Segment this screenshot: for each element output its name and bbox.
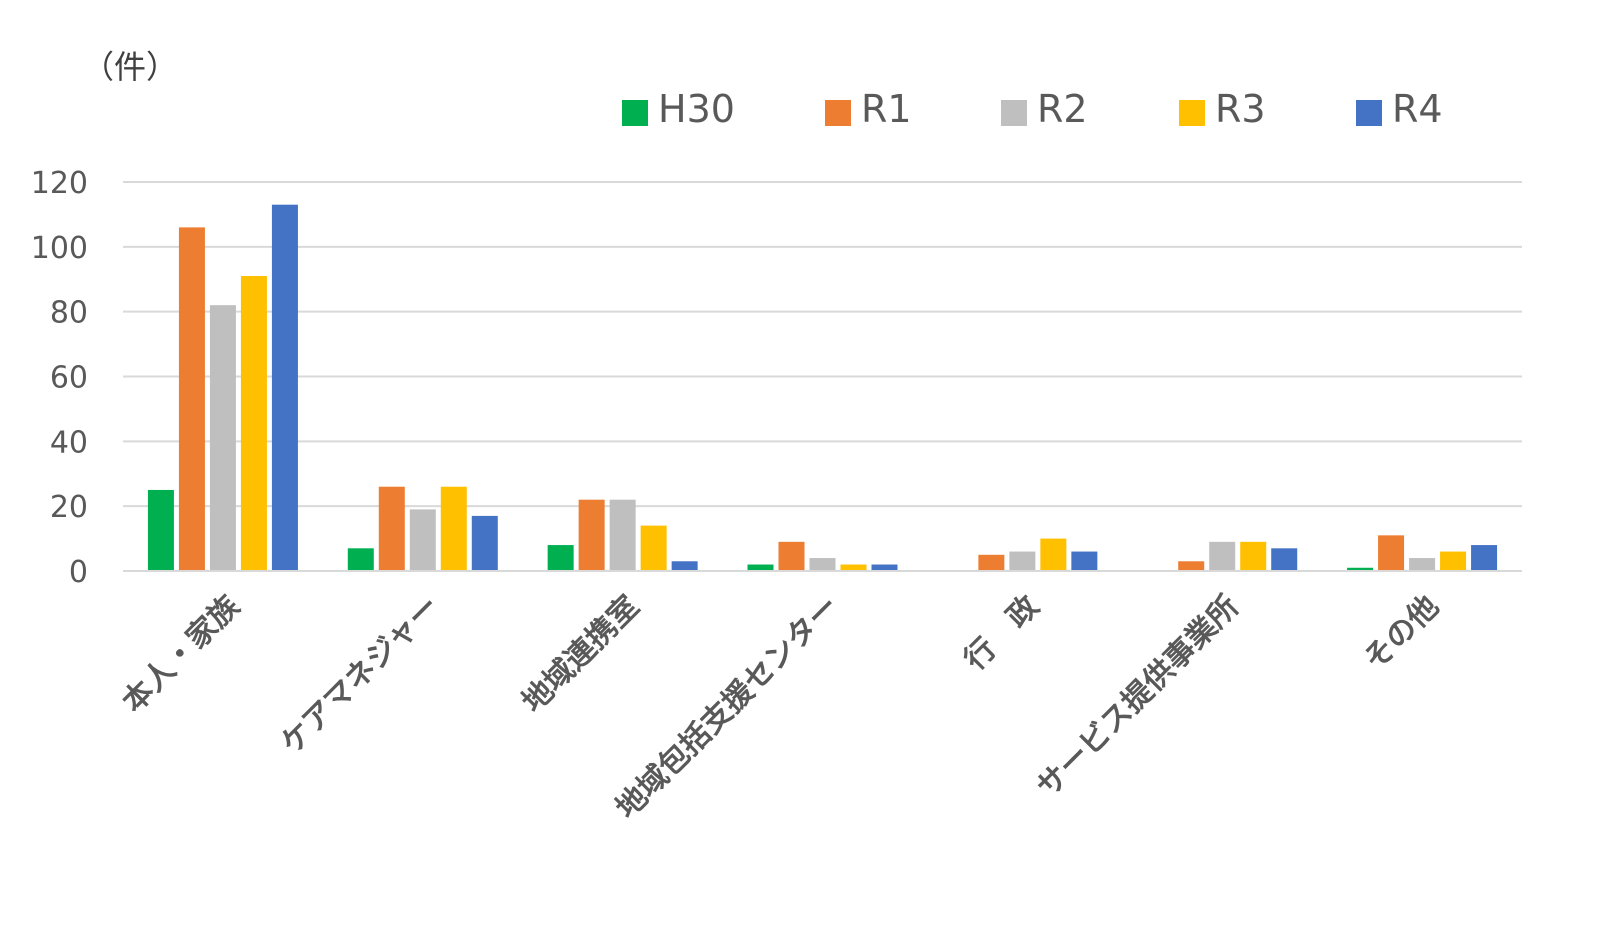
- legend-swatch-r4: [1356, 100, 1382, 126]
- legend-swatch-r3: [1179, 100, 1205, 126]
- y-tick-label: 120: [31, 166, 88, 201]
- bar-r2: [209, 305, 236, 571]
- bar-r1: [578, 499, 605, 571]
- bar-r1: [778, 541, 805, 571]
- gridlines: [123, 181, 1522, 508]
- bar-r2: [609, 499, 636, 571]
- bar-r4: [1071, 551, 1098, 571]
- bar-h30: [147, 489, 174, 571]
- y-tick-label: 40: [50, 425, 88, 460]
- x-category-label: 行 政: [957, 589, 1046, 678]
- bar-r3: [1440, 551, 1467, 571]
- legend-label-r1: R1: [861, 87, 912, 131]
- bar-r1: [1378, 535, 1405, 571]
- y-tick-label: 0: [69, 555, 88, 590]
- x-category-label: サービス提供事業所: [1030, 589, 1246, 805]
- x-category-label: ケアマネジャー: [274, 589, 446, 761]
- legend-swatch-h30: [622, 100, 648, 126]
- bar-h30: [747, 564, 774, 571]
- bar-r3: [440, 486, 467, 571]
- legend-label-r4: R4: [1392, 87, 1443, 131]
- bar-r2: [1009, 551, 1036, 571]
- y-tick-label: 80: [50, 296, 88, 331]
- bar-r4: [471, 515, 498, 571]
- x-category-label: 地域包括支援センター: [609, 589, 846, 826]
- y-tick-label: 60: [50, 361, 88, 396]
- bar-r3: [1040, 538, 1067, 571]
- bar-r3: [1240, 541, 1267, 571]
- bars: [147, 204, 1498, 572]
- bar-r3: [840, 564, 867, 571]
- legend-label-h30: H30: [658, 87, 735, 131]
- bar-r4: [1471, 545, 1498, 571]
- bar-r4: [871, 564, 898, 571]
- legend-swatch-r2: [1001, 100, 1027, 126]
- y-unit-label: （件）: [82, 48, 178, 86]
- x-category-label: 本人・家族: [116, 588, 248, 720]
- bar-r4: [671, 561, 698, 571]
- bar-h30: [1347, 567, 1374, 571]
- bar-h30: [347, 548, 374, 571]
- bar-r3: [640, 525, 667, 571]
- legend: H30 R1 R2 R3 R4: [622, 87, 1443, 131]
- bar-r1: [378, 486, 405, 571]
- bar-r1: [1178, 561, 1205, 571]
- legend-swatch-r1: [825, 100, 851, 126]
- x-category-label: その他: [1357, 589, 1445, 677]
- bar-r2: [409, 509, 436, 571]
- x-category-label: 地域連携室: [515, 589, 646, 720]
- y-tick-label: 20: [50, 490, 88, 525]
- legend-label-r2: R2: [1037, 87, 1088, 131]
- bar-r1: [178, 227, 205, 571]
- legend-label-r3: R3: [1215, 87, 1266, 131]
- bar-r2: [1409, 558, 1436, 571]
- y-tick-label: 100: [31, 231, 88, 266]
- bar-r2: [1209, 541, 1236, 571]
- bar-r4: [271, 204, 298, 572]
- bar-r4: [1271, 548, 1298, 571]
- bar-r1: [978, 554, 1005, 571]
- bar-h30: [547, 545, 574, 571]
- bar-r2: [809, 558, 836, 571]
- bar-r3: [240, 276, 267, 571]
